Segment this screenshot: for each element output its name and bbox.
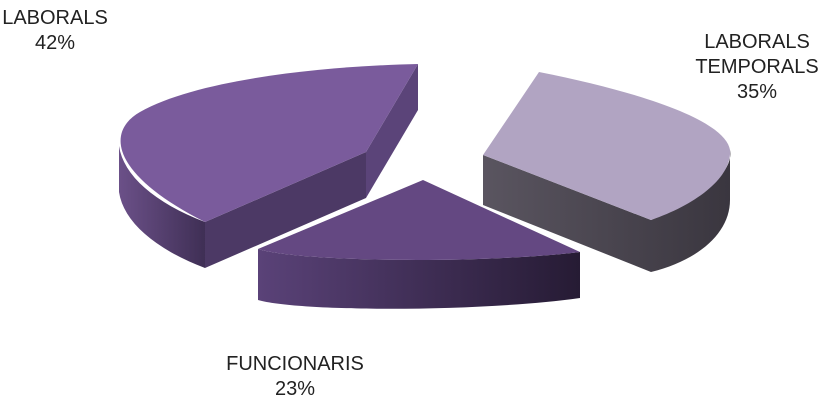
pie-slice-laborals-temporals	[483, 72, 731, 272]
slice-laborals-side	[119, 146, 205, 268]
label-laborals-name: LABORALS	[2, 7, 108, 29]
slice-laborals-top	[120, 64, 418, 222]
label-temporals-line2: TEMPORALS	[695, 56, 819, 78]
slice-temporals-top	[483, 72, 731, 220]
label-temporals-value: 35%	[736, 81, 778, 103]
pie-slice-funcionaris	[258, 180, 580, 309]
label-laborals-value: 42%	[34, 32, 76, 54]
slice-funcionaris-top	[258, 180, 580, 260]
label-laborals: LABORALS 42%	[2, 6, 108, 56]
label-laborals-temporals: LABORALS TEMPORALS 35%	[695, 30, 818, 105]
slice-funcionaris-side	[258, 249, 580, 309]
pie-slice-laborals	[119, 64, 418, 268]
slice-laborals-inner-wall	[205, 152, 366, 268]
slice-laborals-back-wall	[366, 64, 418, 198]
label-funcionaris-value: 23%	[274, 378, 316, 400]
label-funcionaris-name: FUNCIONARIS	[226, 353, 364, 375]
label-funcionaris: FUNCIONARIS 23%	[226, 352, 364, 402]
slice-temporals-side	[483, 150, 731, 272]
label-temporals-line1: LABORALS	[704, 31, 810, 53]
